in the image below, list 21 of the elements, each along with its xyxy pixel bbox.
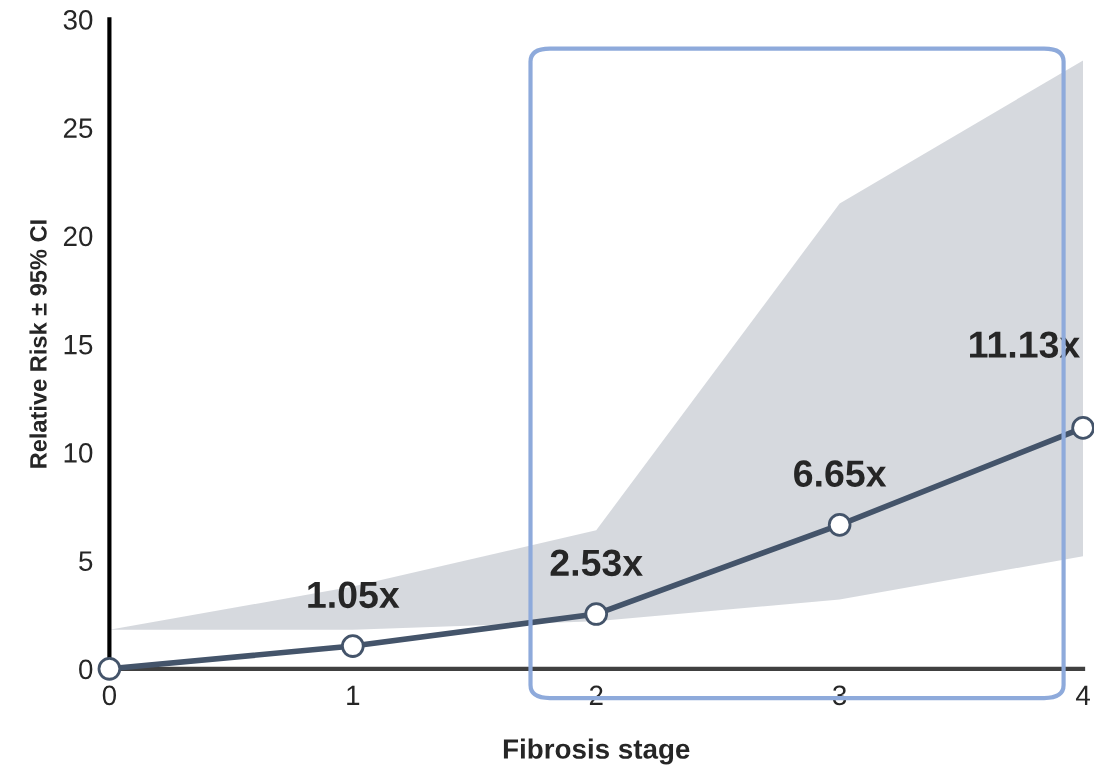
- data-label: 1.05x: [308, 581, 400, 609]
- point: [584, 602, 609, 626]
- y-tick-label: 10: [64, 443, 93, 463]
- y-tick-label: 5: [79, 551, 93, 571]
- point: [341, 634, 365, 658]
- y-tick-label: 30: [63, 10, 93, 30]
- y-tick-label: 20: [63, 226, 93, 247]
- point: [1071, 416, 1094, 440]
- point: [827, 513, 852, 537]
- data-label: 11.13x: [970, 331, 1081, 359]
- data-label: 2.53x: [550, 549, 643, 577]
- x-axis-title: Fibrosis stage: [503, 738, 690, 765]
- x-tick-label: 1: [347, 685, 360, 705]
- y-axis-title: Relative Risk ± 95% CI: [29, 220, 47, 468]
- data-label: 6.65x: [794, 460, 887, 487]
- y-tick-label: 25: [63, 118, 93, 138]
- y-tick-label: 15: [64, 335, 93, 355]
- x-tick-label: 4: [1075, 685, 1090, 705]
- point: [97, 657, 122, 681]
- x-tick-label: 0: [102, 685, 117, 706]
- y-tick-label: 0: [79, 659, 93, 680]
